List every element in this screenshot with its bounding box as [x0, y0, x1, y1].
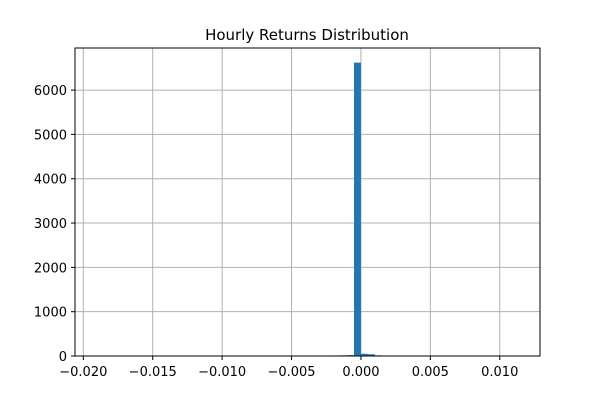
y-tick-label: 3000 [34, 217, 67, 232]
histogram-bar [367, 354, 375, 356]
x-tick-label: −0.020 [59, 365, 107, 380]
x-tick-label: −0.005 [267, 365, 315, 380]
histogram-bar [360, 353, 368, 356]
y-tick-label: 0 [59, 350, 67, 365]
y-tick-label: 6000 [34, 84, 67, 99]
y-tick-label: 4000 [34, 173, 67, 188]
plot-frame [74, 47, 541, 357]
x-tick-label: −0.010 [198, 365, 246, 380]
x-tick-label: 0.005 [412, 365, 449, 380]
y-tick-label: 1000 [34, 306, 67, 321]
histogram-bar [354, 62, 361, 357]
y-tick-label: 5000 [34, 128, 67, 143]
y-tick-label: 2000 [34, 261, 67, 276]
axis-ticks: −0.020 −0.015 −0.010 −0.005 0.000 0.005 0.010 0… [34, 84, 518, 380]
x-tick-label: −0.015 [129, 365, 177, 380]
chart-title: Hourly Returns Distribution [205, 26, 409, 44]
x-tick-label: 0.010 [481, 365, 518, 380]
x-tick-label: 0.000 [342, 365, 379, 380]
